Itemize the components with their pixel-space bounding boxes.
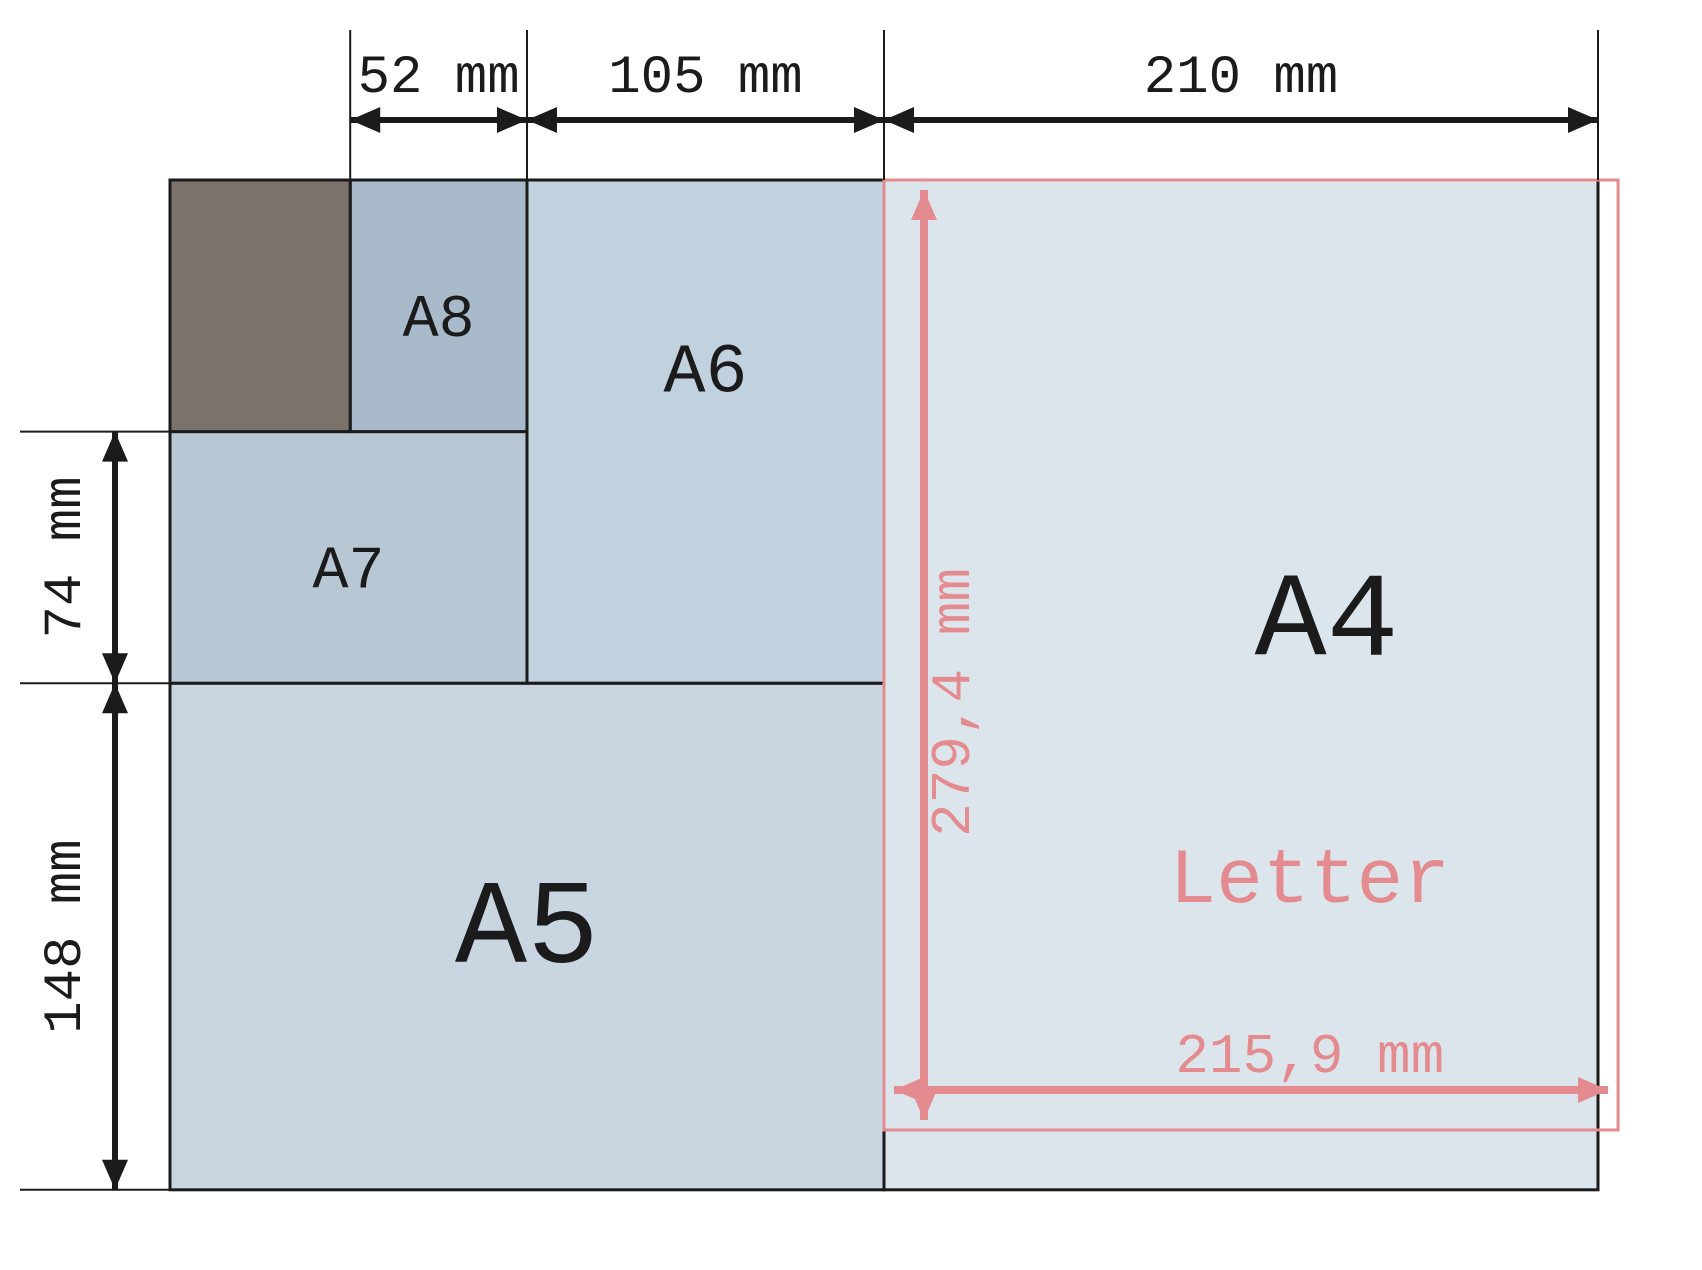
dim-letter-w: 215,9 mm (1175, 1025, 1444, 1089)
arrowhead (1568, 107, 1598, 133)
arrowhead (102, 1160, 128, 1190)
arrowhead (102, 432, 128, 462)
arrowhead (884, 107, 914, 133)
a7-label: A7 (312, 539, 384, 607)
arrowhead (102, 653, 128, 683)
a6-label: A6 (663, 334, 747, 413)
dim-210mm: 210 mm (1144, 48, 1338, 109)
dim-letter-h: 279,4 mm (922, 568, 986, 837)
letter-label: Letter (1169, 838, 1450, 926)
arrowhead (350, 107, 380, 133)
dim-105mm: 105 mm (608, 48, 802, 109)
a5-label: A5 (455, 863, 599, 999)
a9-rect (170, 180, 350, 432)
a4-label: A4 (1255, 556, 1399, 692)
arrowhead (854, 107, 884, 133)
a8-label: A8 (403, 287, 475, 355)
a6-rect (527, 180, 884, 683)
arrowhead (527, 107, 557, 133)
dim-52mm: 52 mm (358, 48, 520, 109)
arrowhead (102, 683, 128, 713)
arrowhead (497, 107, 527, 133)
dim-148mm: 148 mm (36, 839, 97, 1033)
dim-74mm: 74 mm (36, 476, 97, 638)
